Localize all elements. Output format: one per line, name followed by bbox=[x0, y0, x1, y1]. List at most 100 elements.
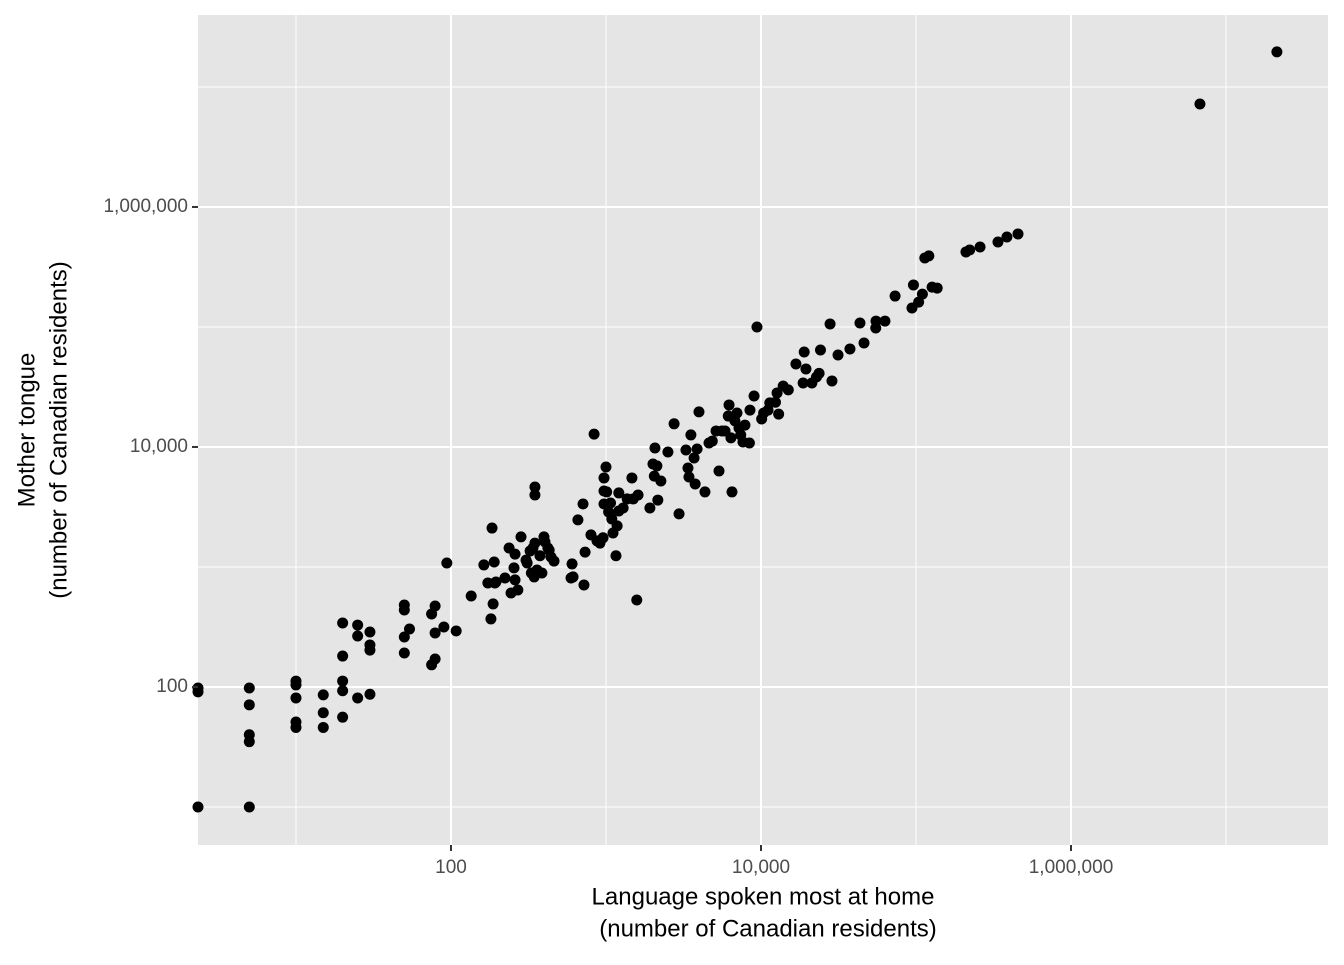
point bbox=[739, 419, 751, 431]
point bbox=[726, 486, 738, 498]
point bbox=[706, 435, 718, 447]
point bbox=[682, 462, 694, 474]
point bbox=[243, 801, 255, 813]
point bbox=[699, 486, 711, 498]
point bbox=[521, 557, 533, 569]
point bbox=[337, 685, 349, 697]
point bbox=[744, 404, 756, 416]
point bbox=[974, 241, 986, 253]
point bbox=[673, 508, 685, 520]
point bbox=[854, 317, 866, 329]
point bbox=[617, 502, 629, 514]
point bbox=[598, 472, 610, 484]
point bbox=[826, 375, 838, 387]
point bbox=[548, 555, 560, 567]
point bbox=[844, 343, 856, 355]
point bbox=[832, 349, 844, 361]
x-axis-title: Language spoken most at home bbox=[592, 883, 935, 910]
point bbox=[800, 363, 812, 375]
point bbox=[441, 557, 453, 569]
point bbox=[769, 396, 781, 408]
plot-panel bbox=[198, 15, 1328, 845]
point bbox=[317, 721, 329, 733]
x-tick-label: 1,000,000 bbox=[1029, 857, 1114, 878]
point bbox=[588, 428, 600, 440]
point bbox=[536, 567, 548, 579]
point bbox=[597, 532, 609, 544]
point bbox=[488, 556, 500, 568]
point bbox=[685, 429, 697, 441]
y-tick-label: 10,000 bbox=[130, 436, 188, 457]
point bbox=[782, 384, 794, 396]
x-tick-label: 100 bbox=[435, 857, 467, 878]
point bbox=[352, 619, 364, 631]
point bbox=[352, 692, 364, 704]
point bbox=[337, 711, 349, 723]
point bbox=[751, 321, 763, 333]
point bbox=[478, 559, 490, 571]
point bbox=[317, 689, 329, 701]
point bbox=[485, 613, 497, 625]
x-axis-title: (number of Canadian residents) bbox=[599, 915, 937, 942]
point bbox=[290, 721, 302, 733]
point bbox=[632, 489, 644, 501]
points bbox=[192, 46, 1283, 813]
point bbox=[813, 367, 825, 379]
point bbox=[243, 736, 255, 748]
point bbox=[1194, 98, 1206, 110]
point bbox=[992, 236, 1004, 248]
point bbox=[662, 446, 674, 458]
point bbox=[290, 692, 302, 704]
point bbox=[797, 377, 809, 389]
point bbox=[572, 514, 584, 526]
point bbox=[1001, 231, 1013, 243]
point bbox=[364, 626, 376, 638]
y-tick-label: 100 bbox=[156, 676, 188, 697]
point bbox=[337, 650, 349, 662]
point bbox=[192, 682, 204, 694]
point bbox=[337, 675, 349, 687]
y-axis-title: (number of Canadian residents) bbox=[45, 261, 72, 599]
point bbox=[790, 358, 802, 370]
point bbox=[649, 442, 661, 454]
point bbox=[429, 600, 441, 612]
point bbox=[691, 443, 703, 455]
point bbox=[798, 346, 810, 358]
point bbox=[610, 550, 622, 562]
point bbox=[490, 576, 502, 588]
point bbox=[529, 481, 541, 493]
point bbox=[689, 478, 701, 490]
point bbox=[509, 574, 521, 586]
point bbox=[600, 461, 612, 473]
point bbox=[486, 522, 498, 534]
point bbox=[577, 498, 589, 510]
point bbox=[465, 590, 477, 602]
point bbox=[773, 408, 785, 420]
point bbox=[429, 653, 441, 665]
point bbox=[579, 546, 591, 558]
point bbox=[889, 290, 901, 302]
point bbox=[611, 520, 623, 532]
point bbox=[192, 801, 204, 813]
point bbox=[626, 472, 638, 484]
point bbox=[916, 288, 928, 300]
point bbox=[824, 318, 836, 330]
point bbox=[644, 502, 656, 514]
point bbox=[680, 444, 692, 456]
point bbox=[429, 627, 441, 639]
point bbox=[814, 344, 826, 356]
point bbox=[404, 623, 416, 635]
point bbox=[243, 682, 255, 694]
point bbox=[713, 465, 725, 477]
point bbox=[398, 604, 410, 616]
point bbox=[668, 418, 680, 430]
point bbox=[515, 531, 527, 543]
point bbox=[243, 699, 255, 711]
point bbox=[605, 497, 617, 509]
point bbox=[529, 537, 541, 549]
point bbox=[652, 494, 664, 506]
point bbox=[601, 486, 613, 498]
point bbox=[879, 315, 891, 327]
